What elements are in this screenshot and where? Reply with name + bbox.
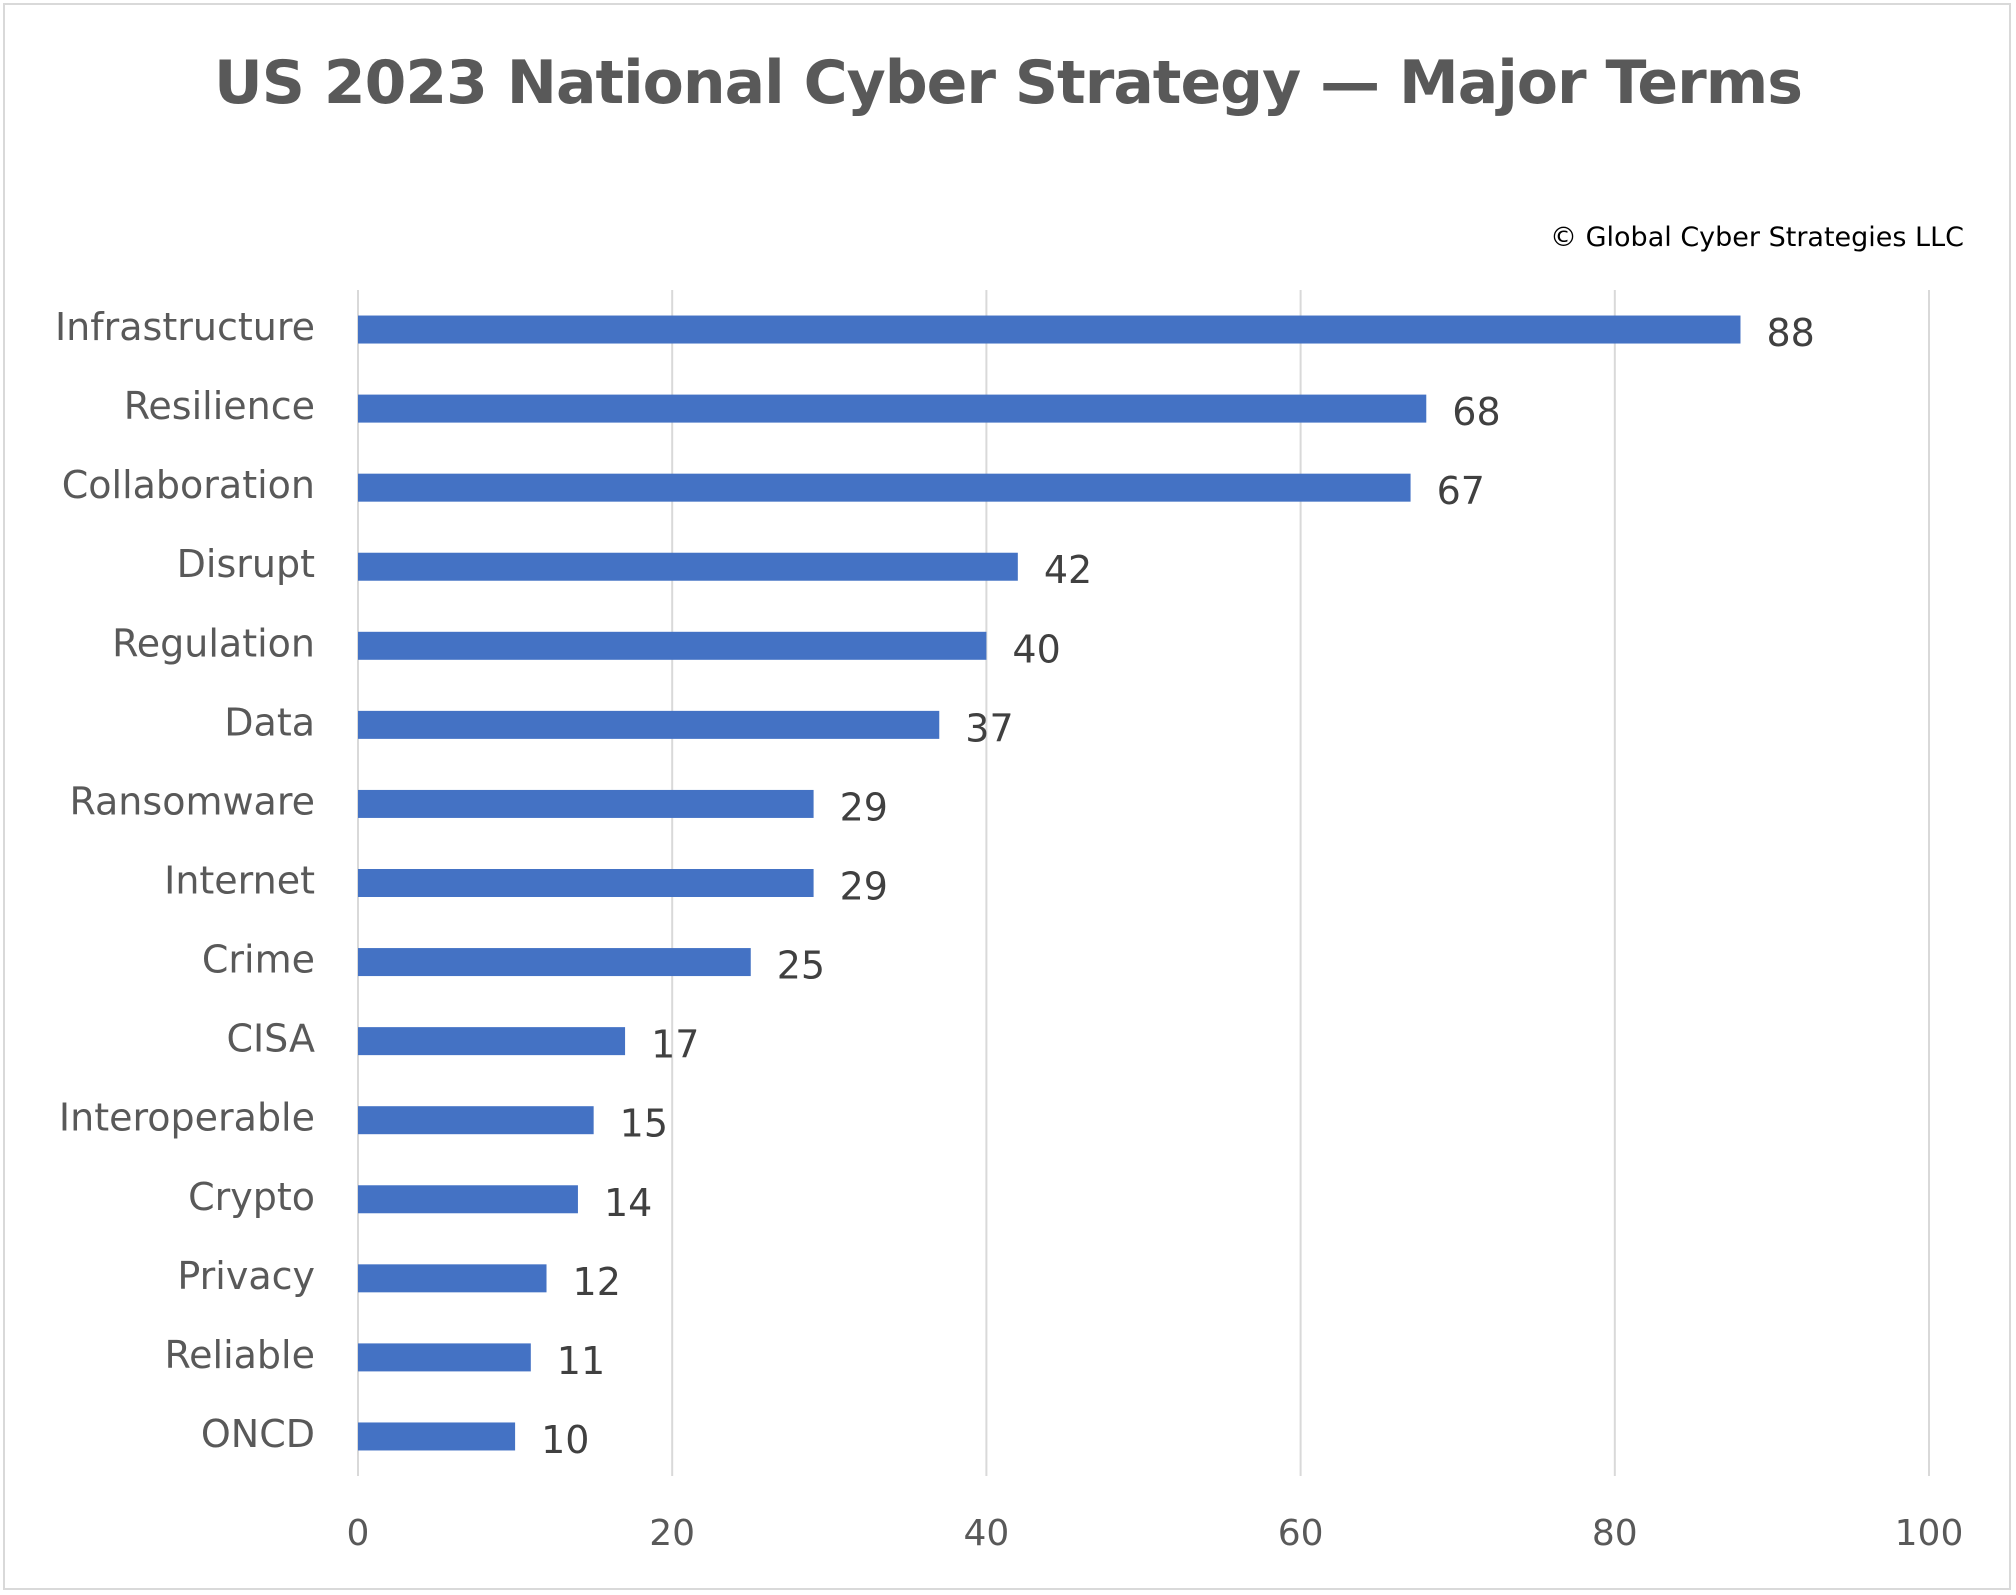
category-label: Regulation — [112, 621, 315, 665]
data-label: 29 — [840, 865, 888, 909]
category-label: Reliable — [164, 1333, 315, 1377]
x-tick-label: 100 — [1895, 1513, 1964, 1554]
data-label: 14 — [604, 1181, 652, 1225]
data-label: 42 — [1044, 548, 1092, 592]
x-tick-label: 60 — [1278, 1513, 1324, 1554]
bar — [358, 473, 1411, 502]
data-label: 25 — [777, 944, 825, 988]
bar — [358, 710, 940, 739]
bar — [358, 631, 987, 660]
category-label: CISA — [226, 1017, 315, 1061]
data-label: 11 — [557, 1339, 605, 1383]
category-label: Crypto — [188, 1175, 315, 1219]
data-label: 40 — [1012, 627, 1060, 671]
bar — [358, 1027, 626, 1056]
x-axis-ticks: 0 20 40 60 80 100 — [347, 1513, 1964, 1554]
bar — [358, 1343, 531, 1372]
category-label: Privacy — [177, 1254, 315, 1298]
data-label: 12 — [573, 1260, 621, 1304]
bar — [358, 1422, 516, 1451]
data-label: 10 — [541, 1418, 589, 1462]
bar — [358, 315, 1741, 344]
category-label: Data — [224, 700, 315, 744]
data-labels: 88 68 67 42 40 37 29 29 25 17 15 14 12 11 10 — [541, 311, 1815, 1462]
bar — [358, 869, 814, 897]
category-label: Internet — [164, 859, 315, 903]
chart-frame — [3, 3, 2011, 1590]
data-label: 67 — [1437, 469, 1485, 513]
data-label: 37 — [965, 706, 1013, 750]
bars — [358, 315, 1741, 1451]
x-tick-label: 80 — [1592, 1513, 1638, 1554]
bar — [358, 1264, 547, 1293]
category-label: Crime — [202, 938, 315, 982]
data-label: 15 — [620, 1102, 668, 1146]
x-tick-label: 0 — [347, 1513, 370, 1554]
category-label: ONCD — [201, 1412, 315, 1456]
category-label: Infrastructure — [55, 305, 315, 349]
category-labels: Infrastructure Resilience Collaboration Dis… — [55, 305, 315, 1456]
data-label: 29 — [840, 785, 888, 829]
data-label: 68 — [1452, 390, 1500, 434]
category-label: Ransomware — [69, 779, 315, 823]
category-label: Interoperable — [59, 1096, 315, 1140]
bar — [358, 1185, 578, 1214]
x-tick-label: 20 — [649, 1513, 695, 1554]
x-tick-label: 40 — [963, 1513, 1009, 1554]
category-label: Resilience — [124, 384, 315, 428]
data-label: 88 — [1766, 311, 1814, 355]
category-label: Collaboration — [62, 463, 315, 507]
bar — [358, 948, 751, 977]
category-label: Disrupt — [177, 542, 315, 586]
bar — [358, 394, 1427, 423]
copyright-notice: © Global Cyber Strategies LLC — [1550, 222, 1964, 253]
bar — [358, 789, 814, 818]
bar — [358, 552, 1018, 581]
chart-title: US 2023 National Cyber Strategy — Major … — [214, 48, 1803, 118]
data-label: 17 — [651, 1023, 699, 1067]
bar — [358, 1106, 594, 1135]
